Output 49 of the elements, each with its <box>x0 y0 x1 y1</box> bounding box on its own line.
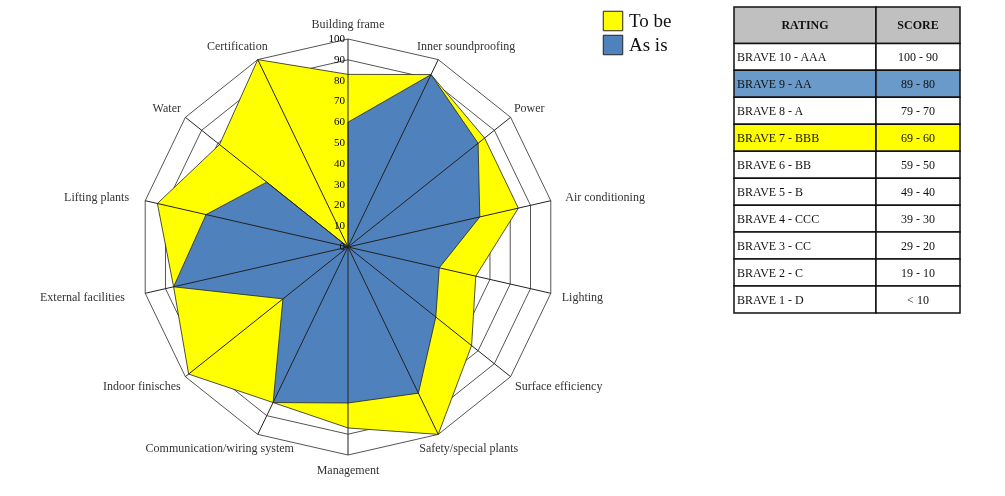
spoke-label: External facilities <box>39 289 126 304</box>
text: SCORE <box>897 18 939 33</box>
spoke-label: Certification <box>207 38 268 53</box>
spoke-label: Power <box>513 100 545 115</box>
spoke-label: Building frame <box>311 16 385 31</box>
spoke-label: Management <box>316 463 380 478</box>
spoke-label: Inner soundproofing <box>417 38 516 53</box>
y-tick-label: 0 <box>339 240 346 252</box>
category-label: BRAVE 9 - AA <box>737 76 813 91</box>
y-tick-label: 60 <box>334 115 346 128</box>
legend-label: To be <box>629 10 672 31</box>
text: < 10 <box>907 292 929 307</box>
y-tick-label: 20 <box>334 198 346 211</box>
y-tick-label: 10 <box>334 219 346 232</box>
category-label: BRAVE 3 - CC <box>737 238 812 253</box>
y-tick-label: 80 <box>334 73 346 86</box>
category-label: BRAVE 6 - BB <box>737 157 812 172</box>
category-label: BRAVE 8 - A <box>737 103 804 118</box>
text: 100 - 90 <box>898 49 938 64</box>
spoke-label: Indoor finisches <box>103 379 181 394</box>
text: 19 - 10 <box>901 265 935 280</box>
y-tick-label: 30 <box>334 177 346 190</box>
text: 49 - 40 <box>901 184 935 199</box>
y-tick-label: 70 <box>334 94 346 107</box>
y-tick-label: 90 <box>334 52 346 65</box>
category-label: BRAVE 5 - B <box>737 184 804 199</box>
legend-label: As is <box>629 34 668 55</box>
spoke-label: Lifting plants <box>64 190 130 205</box>
text: 79 - 70 <box>901 103 935 118</box>
spoke-label: Water <box>152 100 181 115</box>
spoke-label: Communication/wiring system <box>145 441 295 456</box>
spoke-label: Air conditioning <box>565 190 645 205</box>
category-label: BRAVE 7 - BBB <box>737 130 820 145</box>
spoke-label: Safety/special plants <box>419 441 519 456</box>
text: 29 - 20 <box>901 238 935 253</box>
text: 39 - 30 <box>901 211 935 226</box>
y-tick-label: 100 <box>328 32 346 44</box>
text: 59 - 50 <box>901 157 935 172</box>
y-tick-label: 40 <box>334 156 346 169</box>
category-label: BRAVE 2 - C <box>737 265 804 280</box>
text: 69 - 60 <box>901 130 935 145</box>
text: RATING <box>781 18 829 33</box>
category-label: BRAVE 4 - CCC <box>737 211 820 226</box>
text: 89 - 80 <box>901 76 935 91</box>
y-tick-label: 50 <box>334 136 346 148</box>
category-label: BRAVE 10 - AAA <box>737 49 827 64</box>
spoke-label: Surface efficiency <box>514 379 603 394</box>
spoke-label: Lighting <box>561 289 604 304</box>
category-label: BRAVE 1 - D <box>737 292 805 307</box>
